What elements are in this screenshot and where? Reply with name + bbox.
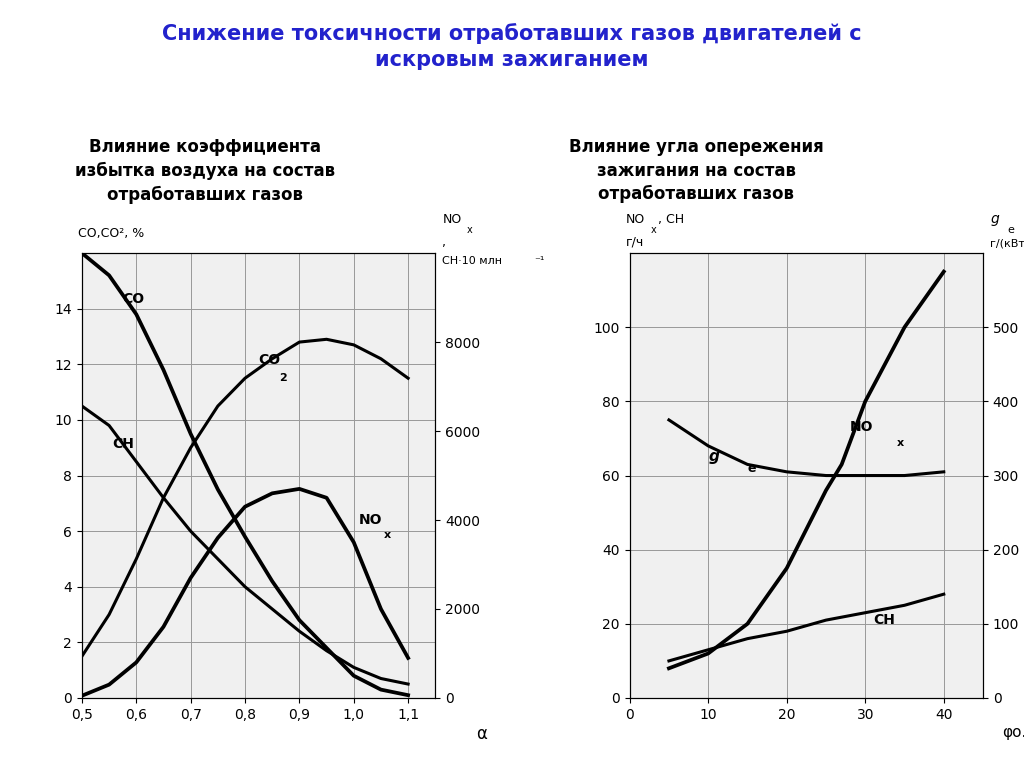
Text: NO: NO — [850, 420, 873, 434]
Text: ,: , — [442, 235, 446, 249]
Text: α: α — [476, 725, 486, 742]
Text: g: g — [709, 449, 719, 464]
Text: CH: CH — [873, 613, 895, 627]
Text: CH: CH — [112, 436, 134, 451]
Text: Влияние коэффициента
избытка воздуха на состав
отработавших газов: Влияние коэффициента избытка воздуха на … — [75, 138, 335, 204]
Text: , CH: , CH — [658, 213, 684, 226]
Text: NO: NO — [442, 213, 462, 226]
Text: g: g — [990, 212, 998, 226]
Text: φо.з: φо.з — [1002, 725, 1024, 739]
Text: CO,CO², %: CO,CO², % — [79, 227, 144, 240]
Text: г/ч: г/ч — [626, 235, 644, 249]
Text: ⁻¹: ⁻¹ — [535, 256, 545, 266]
Text: г/(кВт·ч): г/(кВт·ч) — [990, 239, 1024, 249]
Text: CO: CO — [123, 292, 144, 306]
Text: NO: NO — [359, 513, 383, 528]
Text: NO: NO — [626, 213, 645, 226]
Text: e: e — [748, 462, 756, 475]
Text: x: x — [384, 530, 391, 540]
Text: x: x — [897, 438, 904, 448]
Text: x: x — [651, 225, 656, 235]
Text: Влияние угла опережения
зажигания на состав
отработавших газов: Влияние угла опережения зажигания на сос… — [569, 138, 823, 203]
Text: e: e — [1008, 225, 1015, 235]
Text: x: x — [467, 225, 473, 235]
Text: CH·10 млн: CH·10 млн — [442, 256, 503, 266]
Text: Снижение токсичности отработавших газов двигателей с
искровым зажиганием: Снижение токсичности отработавших газов … — [162, 23, 862, 71]
Text: CO: CO — [259, 354, 281, 367]
Text: 2: 2 — [280, 373, 287, 383]
